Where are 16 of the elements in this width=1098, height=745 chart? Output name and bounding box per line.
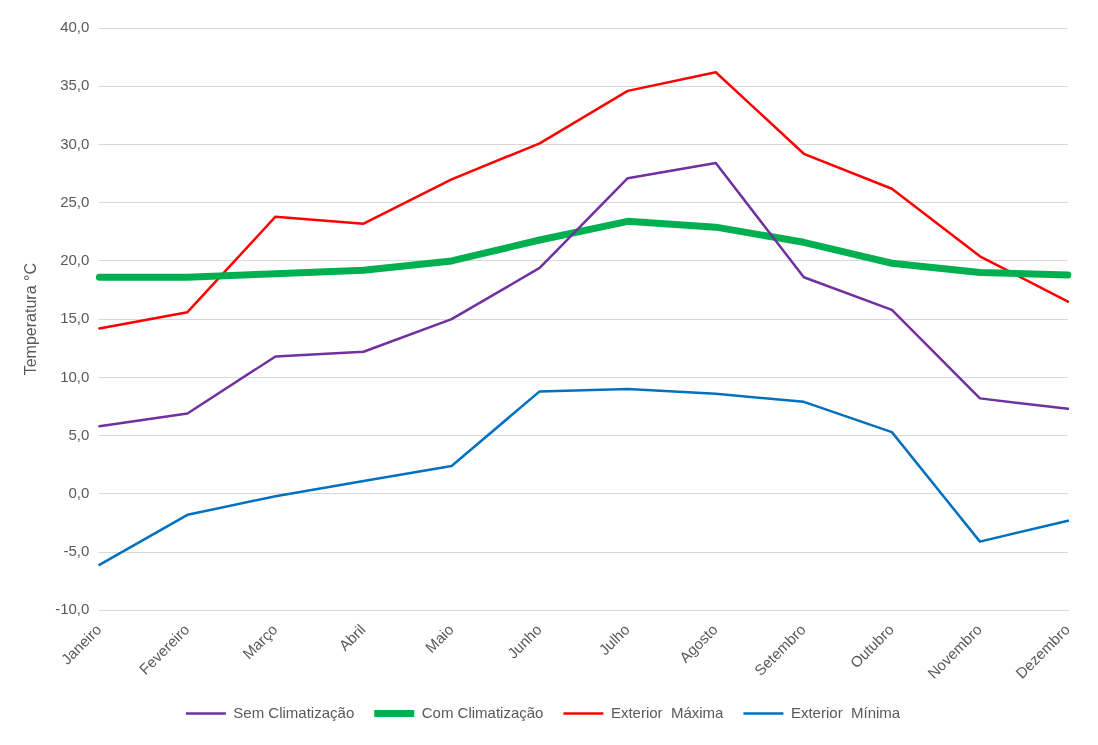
y-axis-title: Temperatura °C <box>22 263 40 376</box>
y-tick-label: 0,0 <box>68 484 90 502</box>
y-tick-label: 15,0 <box>60 309 90 327</box>
legend-label: Com Climatização <box>421 703 544 721</box>
y-tick-label: -10,0 <box>55 600 90 618</box>
y-tick-label: 40,0 <box>60 18 90 36</box>
y-tick-label: -5,0 <box>63 542 90 560</box>
y-tick-label: 35,0 <box>60 76 90 94</box>
y-tick-label: 10,0 <box>60 367 90 385</box>
legend-label: Exterior Máxima <box>610 703 725 721</box>
legend-label: Sem Climatização <box>233 703 355 721</box>
y-tick-label: 30,0 <box>60 134 90 152</box>
y-tick-label: 20,0 <box>60 251 90 269</box>
legend-label: Exterior Mínima <box>790 703 901 721</box>
y-tick-label: 25,0 <box>60 192 90 210</box>
y-tick-label: 5,0 <box>68 425 90 443</box>
